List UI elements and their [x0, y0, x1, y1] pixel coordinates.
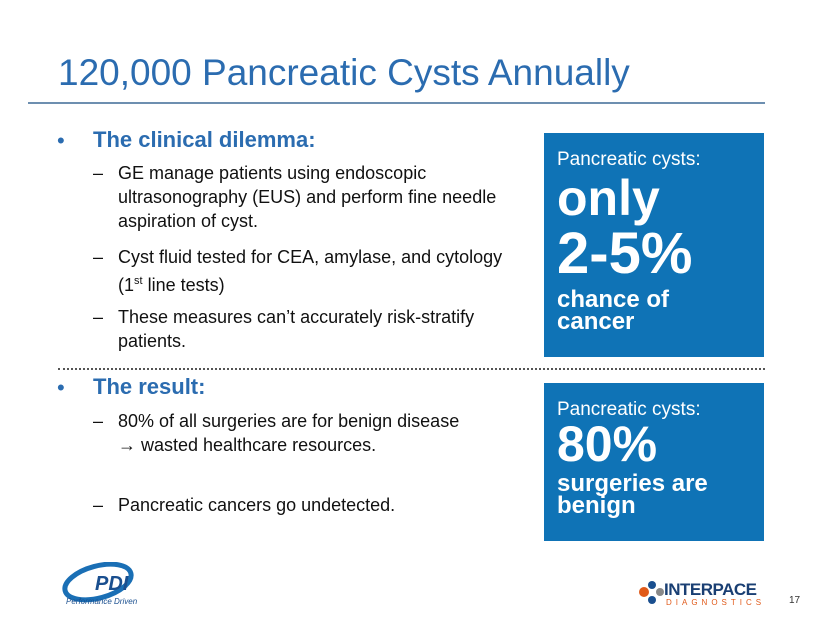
dash: – — [93, 411, 104, 431]
callout-caption: surgeries are benign — [557, 470, 708, 519]
pdi-logo-tagline: Performance Driven — [66, 597, 138, 606]
dash: – — [93, 163, 104, 183]
slide-title: 120,000 Pancreatic Cysts Annually — [58, 52, 630, 93]
callout-figure: 80% — [557, 416, 658, 472]
bullet-item: Cyst fluid tested for CEA, amylase, and … — [118, 245, 508, 297]
dash: – — [93, 495, 104, 515]
pdi-logo-mark — [62, 562, 134, 603]
dash: – — [93, 247, 104, 267]
bullet: • — [57, 375, 65, 400]
callout-word: only — [557, 170, 660, 226]
callout-box: Pancreatic cysts: only 2-5% chance of ca… — [544, 133, 764, 357]
pdi-logo-name: PDI — [95, 573, 129, 595]
interpace-logo-name: INTERPACE — [664, 580, 757, 599]
item-text: Cyst fluid tested for CEA, amylase, and … — [118, 247, 503, 295]
title-rule — [28, 102, 765, 104]
divider — [58, 368, 765, 370]
superscript: st — [134, 275, 143, 287]
bullet-item: Pancreatic cancers go undetected. — [118, 495, 396, 515]
section-heading: The clinical dilemma: — [93, 127, 316, 152]
callout-label: Pancreatic cysts: — [557, 399, 701, 420]
callout-label: Pancreatic cysts: — [557, 149, 701, 170]
dash: – — [93, 307, 104, 327]
interpace-logo-tagline: DIAGNOSTICS — [666, 598, 766, 607]
callout-caption: chance of cancer — [557, 286, 670, 335]
bullet: • — [57, 128, 65, 153]
section-heading: The result: — [93, 374, 206, 399]
callout-box: Pancreatic cysts: 80% surgeries are beni… — [544, 383, 764, 541]
callout-figure: 2-5% — [557, 221, 693, 286]
item-text: line tests) — [142, 275, 225, 295]
bullet-item: 80% of all surgeries are for benign dise… — [118, 411, 460, 455]
page-number: 17 — [789, 595, 801, 606]
bullet-item: These measures can’t accurately risk-str… — [118, 307, 475, 351]
bullet-item: GE manage patients using endoscopic ultr… — [118, 163, 497, 231]
interpace-logo-mark — [639, 581, 664, 604]
